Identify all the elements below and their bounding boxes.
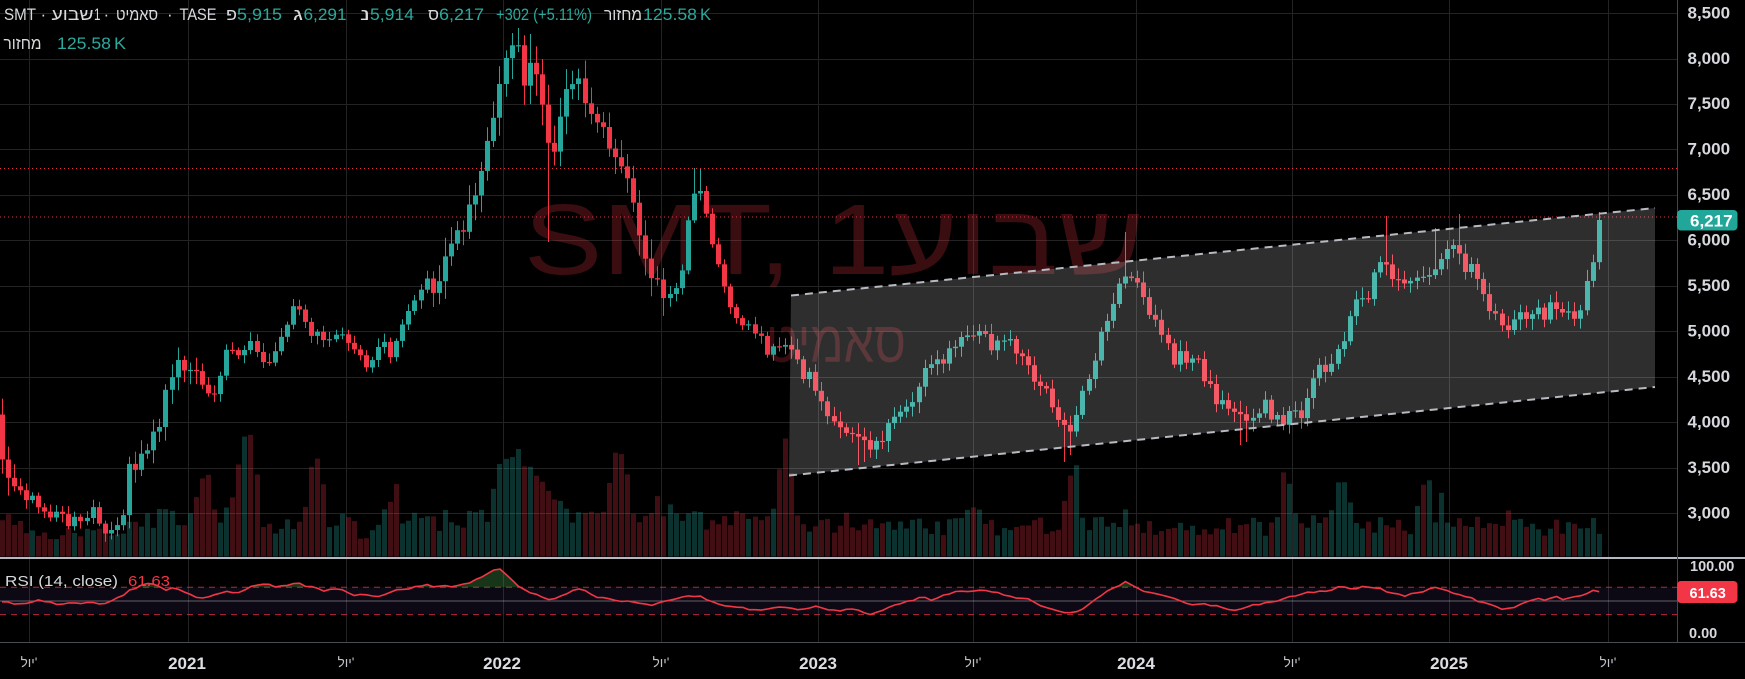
svg-text:·: · (167, 5, 173, 24)
svg-text:·: · (104, 5, 110, 24)
svg-text:61.63: 61.63 (1690, 586, 1726, 602)
svg-text:7,500: 7,500 (1688, 94, 1731, 113)
svg-text:K: K (700, 5, 712, 24)
svg-text:נ: נ (360, 5, 370, 24)
svg-text:5,500: 5,500 (1688, 276, 1731, 295)
svg-text:3,500: 3,500 (1688, 458, 1731, 477)
svg-text:0.00: 0.00 (1689, 626, 1717, 642)
svg-text:יול': יול' (1600, 655, 1617, 670)
svg-text:2023: 2023 (799, 654, 837, 673)
svg-text:8,500: 8,500 (1688, 3, 1731, 22)
svg-text:SMT: SMT (4, 5, 36, 24)
svg-text:1: 1 (94, 5, 101, 24)
svg-text:ס: ס (428, 5, 439, 24)
svg-text:יול': יול' (1284, 655, 1301, 670)
svg-text:2025: 2025 (1430, 654, 1468, 673)
svg-text:125.58: 125.58 (643, 5, 697, 24)
svg-text:מחזור: מחזור (4, 34, 42, 53)
svg-text:סאמיט: סאמיט (116, 5, 158, 24)
svg-text:61.63: 61.63 (128, 573, 170, 590)
svg-text:2024: 2024 (1117, 654, 1155, 673)
svg-text:TASE: TASE (180, 5, 217, 24)
svg-text:8,000: 8,000 (1688, 49, 1731, 68)
svg-text:יול': יול' (965, 655, 982, 670)
svg-text:5,915: 5,915 (237, 5, 282, 24)
svg-text:2022: 2022 (483, 654, 521, 673)
svg-text:6,217: 6,217 (439, 5, 484, 24)
svg-text:RSI (14, close): RSI (14, close) (5, 573, 118, 590)
svg-text:6,217: 6,217 (1690, 212, 1733, 231)
svg-text:5,914: 5,914 (370, 5, 414, 24)
svg-text:יול': יול' (338, 655, 355, 670)
svg-text:3,000: 3,000 (1688, 503, 1731, 522)
svg-text:פ: פ (226, 5, 237, 24)
svg-text:6,500: 6,500 (1688, 185, 1731, 204)
svg-text:ג: ג (293, 5, 303, 24)
svg-text:מחזור: מחזור (604, 5, 642, 24)
svg-text:+302 (+5.11%): +302 (+5.11%) (496, 5, 592, 24)
svg-text:·: · (41, 5, 47, 24)
svg-text:2021: 2021 (168, 654, 206, 673)
svg-text:יול': יול' (653, 655, 670, 670)
svg-text:5,000: 5,000 (1688, 322, 1731, 341)
svg-text:7,000: 7,000 (1688, 140, 1731, 159)
svg-text:6,000: 6,000 (1688, 231, 1731, 250)
svg-text:4,000: 4,000 (1688, 412, 1731, 431)
svg-text:125.58: 125.58 (57, 34, 111, 53)
svg-text:K: K (114, 34, 127, 53)
svg-text:יול': יול' (21, 655, 38, 670)
svg-text:100.00: 100.00 (1690, 559, 1734, 575)
svg-text:4,500: 4,500 (1688, 367, 1731, 386)
svg-text:שבוע: שבוע (52, 5, 94, 24)
svg-text:סאמיט: סאמיט (766, 310, 906, 375)
svg-text:SMT, 1שבוע: SMT, 1שבוע (524, 184, 1144, 296)
svg-text:6,291: 6,291 (304, 5, 347, 24)
